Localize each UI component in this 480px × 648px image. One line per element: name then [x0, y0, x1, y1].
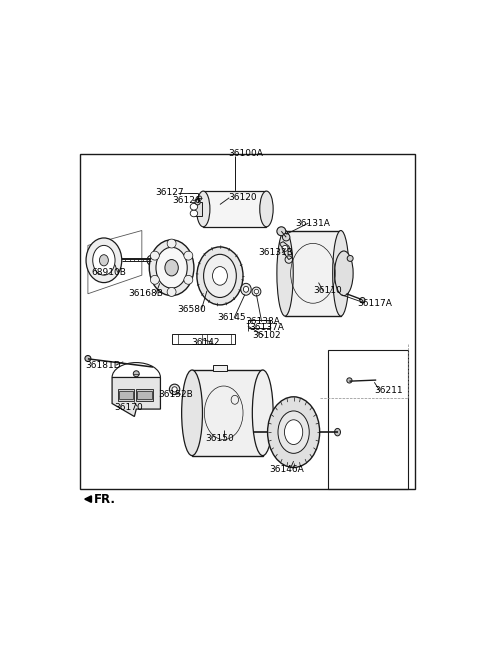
- Ellipse shape: [156, 248, 187, 288]
- Text: 36127: 36127: [156, 188, 184, 197]
- Text: 36150: 36150: [205, 434, 234, 443]
- Ellipse shape: [243, 286, 249, 292]
- Bar: [137, 391, 152, 399]
- Bar: [119, 391, 133, 399]
- Text: 36110: 36110: [313, 286, 342, 295]
- Text: 36137A: 36137A: [249, 323, 284, 332]
- Text: 36131A: 36131A: [296, 218, 330, 227]
- Bar: [328, 349, 408, 489]
- Ellipse shape: [204, 254, 236, 297]
- Ellipse shape: [149, 240, 194, 295]
- Bar: [172, 334, 235, 344]
- Ellipse shape: [167, 288, 176, 296]
- Text: 36120: 36120: [228, 193, 257, 202]
- Bar: [118, 389, 134, 400]
- Ellipse shape: [278, 411, 309, 454]
- Ellipse shape: [277, 231, 293, 316]
- Bar: [136, 389, 153, 400]
- Text: 36146A: 36146A: [270, 465, 304, 474]
- Text: 36170: 36170: [114, 402, 143, 411]
- Polygon shape: [112, 377, 160, 417]
- Text: 36131B: 36131B: [258, 248, 293, 257]
- Ellipse shape: [347, 255, 353, 261]
- Ellipse shape: [165, 260, 178, 276]
- Bar: [285, 231, 341, 316]
- Ellipse shape: [184, 275, 193, 284]
- Ellipse shape: [267, 397, 320, 467]
- Text: 36145: 36145: [217, 314, 245, 323]
- Ellipse shape: [172, 387, 177, 392]
- Ellipse shape: [254, 289, 259, 294]
- Ellipse shape: [169, 384, 180, 395]
- Ellipse shape: [335, 428, 340, 436]
- Ellipse shape: [150, 275, 159, 284]
- Text: FR.: FR.: [94, 492, 116, 505]
- Ellipse shape: [197, 247, 243, 305]
- Ellipse shape: [99, 255, 108, 266]
- Ellipse shape: [260, 191, 273, 227]
- Ellipse shape: [197, 196, 202, 200]
- Ellipse shape: [277, 227, 286, 236]
- Text: 36138A: 36138A: [245, 317, 280, 326]
- Polygon shape: [279, 242, 292, 260]
- Bar: [194, 202, 202, 216]
- Bar: [203, 191, 266, 227]
- Bar: [248, 320, 270, 328]
- Ellipse shape: [241, 283, 251, 295]
- Ellipse shape: [335, 251, 353, 295]
- Text: 36211: 36211: [374, 386, 402, 395]
- Text: 36152B: 36152B: [158, 391, 192, 399]
- Bar: [213, 365, 228, 371]
- Text: 36168B: 36168B: [128, 289, 163, 298]
- Text: 36181D: 36181D: [85, 361, 120, 369]
- Ellipse shape: [252, 370, 273, 456]
- Ellipse shape: [347, 378, 352, 383]
- Ellipse shape: [86, 238, 122, 283]
- Text: 36126: 36126: [172, 196, 201, 205]
- Ellipse shape: [360, 297, 365, 303]
- Ellipse shape: [282, 246, 288, 251]
- Ellipse shape: [93, 246, 115, 275]
- Text: 36580: 36580: [178, 305, 206, 314]
- Ellipse shape: [213, 266, 228, 285]
- Bar: [207, 334, 231, 344]
- Text: 36102: 36102: [252, 331, 281, 340]
- Ellipse shape: [333, 231, 349, 316]
- Ellipse shape: [252, 287, 261, 296]
- Ellipse shape: [184, 251, 193, 260]
- Ellipse shape: [196, 191, 210, 227]
- Ellipse shape: [181, 370, 203, 456]
- Ellipse shape: [190, 203, 198, 210]
- Ellipse shape: [285, 420, 303, 445]
- Bar: [192, 370, 263, 456]
- Ellipse shape: [133, 371, 139, 376]
- Text: 36117A: 36117A: [357, 299, 392, 308]
- Ellipse shape: [195, 200, 200, 205]
- Ellipse shape: [190, 210, 198, 216]
- Text: 36142: 36142: [191, 338, 219, 347]
- Ellipse shape: [85, 356, 91, 362]
- Bar: [178, 334, 203, 344]
- Ellipse shape: [167, 239, 176, 248]
- Text: 68910B: 68910B: [91, 268, 126, 277]
- Ellipse shape: [282, 233, 290, 241]
- Text: 36100A: 36100A: [228, 148, 264, 157]
- Ellipse shape: [150, 251, 159, 260]
